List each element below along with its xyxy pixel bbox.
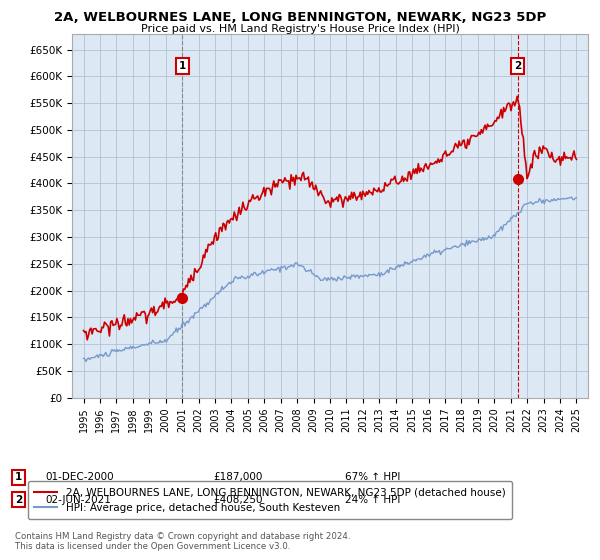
Text: 2A, WELBOURNES LANE, LONG BENNINGTON, NEWARK, NG23 5DP: 2A, WELBOURNES LANE, LONG BENNINGTON, NE…: [54, 11, 546, 24]
Text: £408,250: £408,250: [213, 494, 263, 505]
Legend: 2A, WELBOURNES LANE, LONG BENNINGTON, NEWARK, NG23 5DP (detached house), HPI: Av: 2A, WELBOURNES LANE, LONG BENNINGTON, NE…: [28, 481, 512, 519]
Text: 01-DEC-2000: 01-DEC-2000: [45, 472, 113, 482]
Text: 67% ↑ HPI: 67% ↑ HPI: [345, 472, 400, 482]
Text: Price paid vs. HM Land Registry's House Price Index (HPI): Price paid vs. HM Land Registry's House …: [140, 24, 460, 34]
Text: 2: 2: [15, 494, 22, 505]
Text: 1: 1: [178, 60, 186, 71]
Text: 02-JUN-2021: 02-JUN-2021: [45, 494, 111, 505]
Text: £187,000: £187,000: [213, 472, 262, 482]
Text: 1: 1: [15, 472, 22, 482]
Text: 2: 2: [514, 60, 521, 71]
Text: 24% ↑ HPI: 24% ↑ HPI: [345, 494, 400, 505]
Text: Contains HM Land Registry data © Crown copyright and database right 2024.
This d: Contains HM Land Registry data © Crown c…: [15, 532, 350, 552]
